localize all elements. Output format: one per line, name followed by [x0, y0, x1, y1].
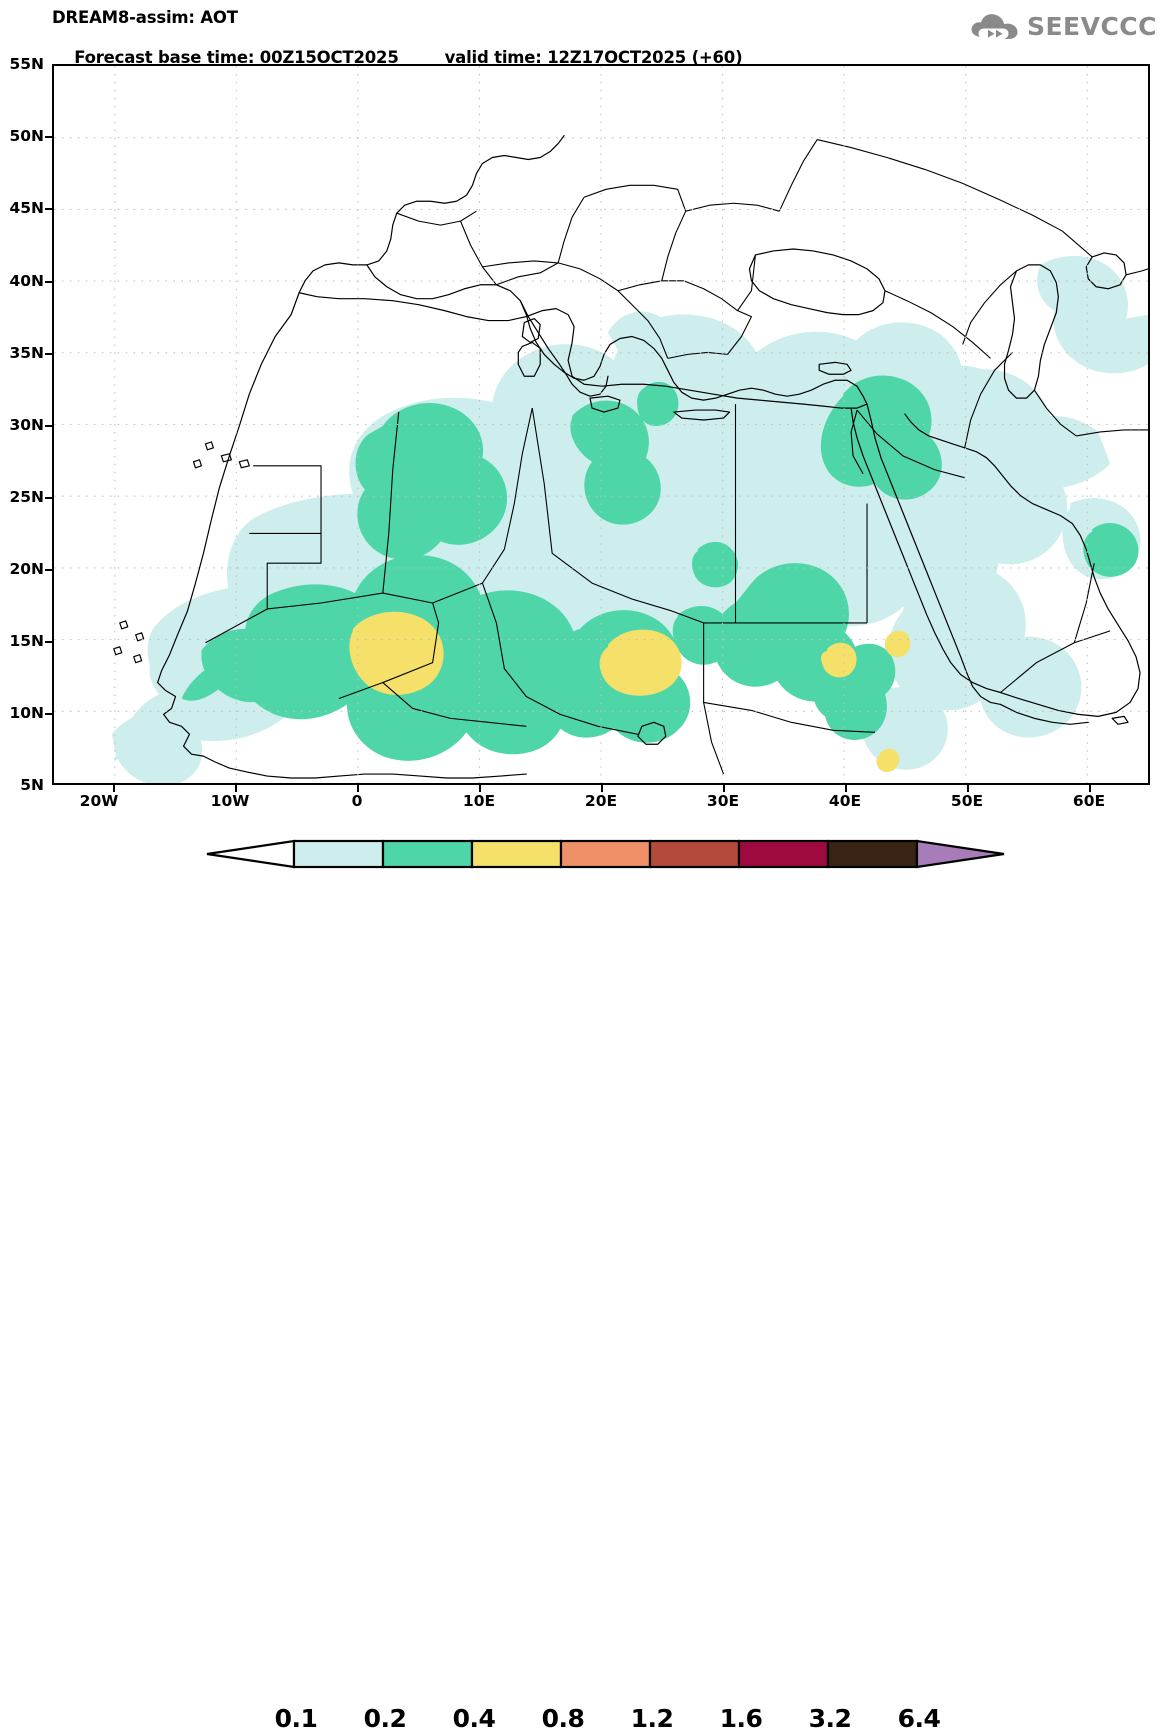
y-tick-label: 25N — [9, 488, 44, 506]
x-tick-label: 10W — [210, 792, 250, 810]
colorbar-swatch-0.8 — [559, 839, 652, 869]
x-tick-label: 10E — [462, 792, 496, 810]
x-tick-label: 60E — [1072, 792, 1106, 810]
colorbar-label: 1.2 — [630, 1704, 674, 1733]
x-tick-label: 0 — [351, 792, 363, 810]
colorbar-label: 6.4 — [897, 1704, 941, 1733]
x-tick-label: 40E — [828, 792, 862, 810]
y-tick-label: 10N — [9, 704, 44, 722]
x-tick-label: 20W — [79, 792, 119, 810]
y-tick-label: 20N — [9, 560, 44, 578]
y-tick-label: 15N — [9, 632, 44, 650]
x-tick-label: 50E — [950, 792, 984, 810]
colorbar-swatches — [206, 839, 1005, 869]
colorbar-label: 1.6 — [719, 1704, 763, 1733]
map-gridlines — [54, 66, 1148, 783]
map-borders — [205, 139, 1148, 775]
aot-band-0.4 — [349, 611, 911, 773]
colorbar: 0.1 0.2 0.4 0.8 1.2 1.6 3.2 6.4 — [0, 838, 1165, 1733]
x-tick-label: 30E — [706, 792, 740, 810]
colorbar-label: 0.1 — [274, 1704, 318, 1733]
cloud-icon — [971, 14, 1018, 39]
colorbar-swatch-3.2 — [826, 839, 919, 869]
colorbar-label: 0.2 — [363, 1704, 407, 1733]
map-plot-area — [52, 64, 1150, 785]
y-tick-label: 45N — [9, 199, 44, 217]
colorbar-swatch-0.1 — [292, 839, 385, 869]
chart-header: DREAM8-assim: AOT Forecast base time: 00… — [0, 0, 1165, 67]
valid-time-label: valid time: 12Z17OCT2025 (+60) — [444, 48, 743, 67]
colorbar-over-cap — [915, 839, 1005, 869]
chart-title: DREAM8-assim: AOT — [52, 8, 238, 27]
seevccc-logo: SEEVCCC — [969, 9, 1157, 43]
colorbar-under-cap — [206, 839, 296, 869]
aot-map — [54, 66, 1148, 783]
colorbar-label: 3.2 — [808, 1704, 852, 1733]
logo-text: SEEVCCC — [1026, 11, 1157, 41]
colorbar-swatch-0.2 — [381, 839, 474, 869]
base-time-label: Forecast base time: 00Z15OCT2025 — [74, 48, 399, 67]
y-tick-label: 35N — [9, 344, 44, 362]
colorbar-label: 0.4 — [452, 1704, 496, 1733]
y-tick-label: 5N — [20, 776, 44, 794]
y-tick-label: 55N — [9, 55, 44, 73]
y-tick-label: 40N — [9, 272, 44, 290]
map-coastlines — [113, 135, 1141, 779]
x-tick-label: 20E — [584, 792, 618, 810]
y-tick-label: 50N — [9, 127, 44, 145]
chart-subtitle: Forecast base time: 00Z15OCT2025 valid ti… — [52, 29, 742, 86]
y-tick-label: 30N — [9, 416, 44, 434]
colorbar-swatch-0.4 — [470, 839, 563, 869]
colorbar-label: 0.8 — [541, 1704, 585, 1733]
colorbar-swatch-1.2 — [648, 839, 741, 869]
colorbar-swatch-1.6 — [737, 839, 830, 869]
